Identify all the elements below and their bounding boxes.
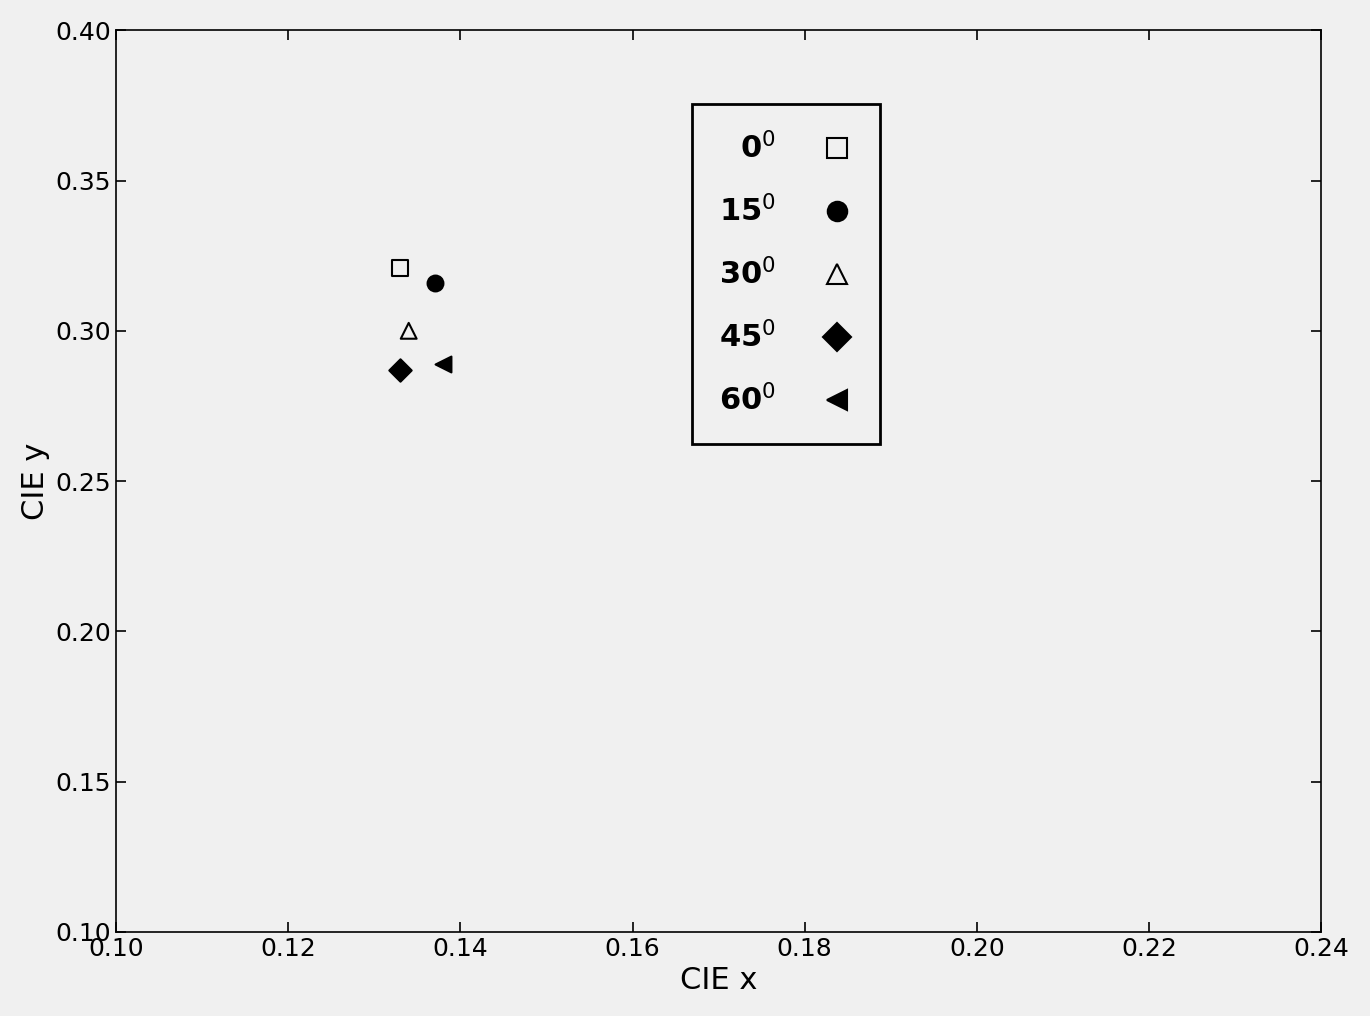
Point <box>423 274 445 291</box>
Y-axis label: CIE y: CIE y <box>21 442 49 520</box>
Point <box>432 356 453 372</box>
X-axis label: CIE x: CIE x <box>680 966 758 995</box>
Point <box>389 259 411 275</box>
Point <box>389 362 411 378</box>
Point <box>397 323 419 339</box>
Legend: 0$^0$, 15$^0$, 30$^0$, 45$^0$, 60$^0$: 0$^0$, 15$^0$, 30$^0$, 45$^0$, 60$^0$ <box>692 105 880 444</box>
